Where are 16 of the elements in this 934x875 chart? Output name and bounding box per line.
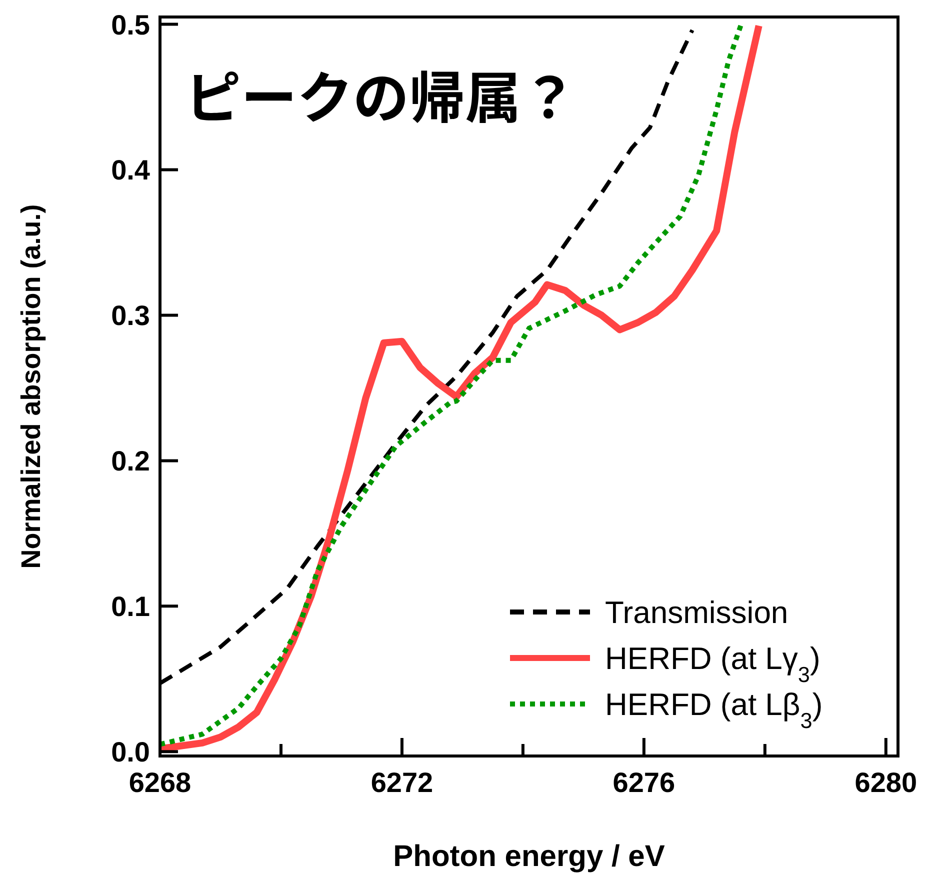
y-axis-title: Normalized absorption (a.u.) [16, 204, 46, 569]
x-tick-label: 6280 [854, 767, 918, 798]
legend-label: HERFD (at Lγ$_{3}$) [605, 641, 820, 686]
y-tick-label: 0.1 [111, 591, 150, 622]
y-tick-label: 0.5 [111, 9, 150, 40]
y-tick-label: 0.2 [111, 446, 150, 477]
text: ピークの帰属？ [185, 54, 577, 135]
x-tick-label: 6268 [128, 767, 192, 798]
x-tick-label: 6272 [370, 767, 434, 798]
x-axis-title: Photon energy / eV [393, 840, 665, 873]
y-tick-label: 0.4 [111, 154, 150, 186]
y-tick-label: 0.3 [111, 300, 150, 332]
legend-label: HERFD (at Lβ$_{3}$) [605, 687, 823, 732]
x-tick-label: 6276 [612, 767, 676, 798]
y-tick-label: 0.0 [111, 736, 150, 768]
legend-label: Transmission [605, 595, 788, 630]
